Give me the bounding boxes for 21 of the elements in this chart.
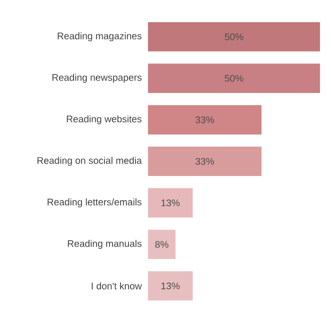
data-label: 33%	[196, 116, 214, 124]
y-tick-label: Reading letters/emails	[48, 198, 142, 208]
data-label: 50%	[224, 33, 244, 40]
y-tick-label: Reading websites	[66, 115, 142, 124]
y-tick-label: Reading on social media	[38, 156, 142, 166]
bar	[148, 22, 320, 52]
data-label: 33%	[196, 158, 214, 165]
data-label: 8%	[155, 240, 168, 248]
data-label: 13%	[161, 199, 180, 206]
bar	[148, 188, 193, 218]
bar	[148, 64, 320, 93]
bar	[148, 230, 176, 260]
bar	[148, 146, 262, 176]
data-label: 13%	[161, 282, 180, 290]
y-tick-label: Reading newspapers	[52, 74, 142, 83]
bar	[148, 105, 262, 134]
y-tick-label: I don't know	[92, 282, 142, 290]
y-tick-label: Reading magazines	[58, 32, 142, 42]
bar	[148, 271, 193, 301]
data-label: 50%	[224, 74, 244, 82]
y-tick-label: Reading manuals	[68, 240, 142, 249]
